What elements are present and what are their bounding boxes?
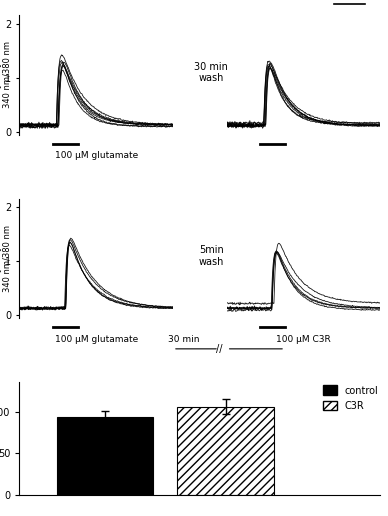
Text: 5min
wash: 5min wash	[199, 245, 224, 267]
Text: 30 min: 30 min	[168, 335, 200, 344]
Text: 100 μM C3R: 100 μM C3R	[276, 334, 331, 344]
Text: 30 min
wash: 30 min wash	[194, 62, 228, 84]
Y-axis label: [Ca²⁺]ᴵ
340 nm/380 nm: [Ca²⁺]ᴵ 340 nm/380 nm	[0, 41, 12, 108]
Text: //: //	[216, 344, 222, 354]
Bar	[177, 407, 274, 495]
Bar	[57, 417, 153, 495]
Text: 100 μM glutamate: 100 μM glutamate	[55, 334, 138, 344]
Legend: control, C3R: control, C3R	[319, 381, 383, 415]
Text: 100 μM glutamate: 100 μM glutamate	[55, 151, 138, 160]
Y-axis label: [Ca²⁺]ᴵ
340 nm/380 nm: [Ca²⁺]ᴵ 340 nm/380 nm	[0, 225, 12, 292]
